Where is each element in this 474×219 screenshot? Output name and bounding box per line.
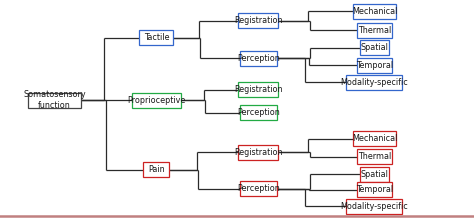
FancyBboxPatch shape bbox=[143, 162, 169, 177]
FancyBboxPatch shape bbox=[353, 131, 396, 146]
Text: Somatosensory
function: Somatosensory function bbox=[23, 90, 86, 110]
Text: Temporal: Temporal bbox=[356, 185, 393, 194]
FancyBboxPatch shape bbox=[357, 182, 392, 197]
FancyBboxPatch shape bbox=[346, 199, 402, 214]
Text: Pain: Pain bbox=[148, 166, 165, 175]
FancyBboxPatch shape bbox=[360, 167, 389, 182]
Text: Registration: Registration bbox=[234, 85, 283, 94]
Text: Thermal: Thermal bbox=[358, 26, 391, 35]
FancyBboxPatch shape bbox=[240, 105, 277, 120]
Text: Mechanical: Mechanical bbox=[352, 134, 397, 143]
Text: Modality-specific: Modality-specific bbox=[341, 78, 408, 87]
FancyBboxPatch shape bbox=[238, 13, 279, 28]
Text: Spatial: Spatial bbox=[361, 43, 388, 53]
Text: Modality-specific: Modality-specific bbox=[341, 202, 408, 211]
FancyBboxPatch shape bbox=[346, 75, 402, 90]
FancyBboxPatch shape bbox=[240, 51, 277, 66]
FancyBboxPatch shape bbox=[240, 181, 277, 196]
Text: Proprioceptive: Proprioceptive bbox=[127, 96, 186, 105]
FancyBboxPatch shape bbox=[357, 23, 392, 38]
FancyBboxPatch shape bbox=[139, 30, 173, 45]
FancyBboxPatch shape bbox=[357, 58, 392, 72]
Text: Temporal: Temporal bbox=[356, 61, 393, 70]
Text: Perception: Perception bbox=[237, 108, 280, 117]
Text: Spatial: Spatial bbox=[361, 170, 388, 179]
FancyBboxPatch shape bbox=[132, 93, 181, 108]
FancyBboxPatch shape bbox=[238, 82, 279, 97]
FancyBboxPatch shape bbox=[357, 149, 392, 164]
FancyBboxPatch shape bbox=[28, 93, 81, 108]
Text: Registration: Registration bbox=[234, 148, 283, 157]
FancyBboxPatch shape bbox=[238, 145, 279, 160]
Text: Registration: Registration bbox=[234, 16, 283, 25]
Text: Tactile: Tactile bbox=[144, 33, 169, 42]
FancyBboxPatch shape bbox=[353, 4, 396, 19]
Text: Perception: Perception bbox=[237, 54, 280, 63]
FancyBboxPatch shape bbox=[360, 41, 389, 55]
Text: Thermal: Thermal bbox=[358, 152, 391, 161]
Text: Perception: Perception bbox=[237, 184, 280, 193]
Text: Mechanical: Mechanical bbox=[352, 7, 397, 16]
